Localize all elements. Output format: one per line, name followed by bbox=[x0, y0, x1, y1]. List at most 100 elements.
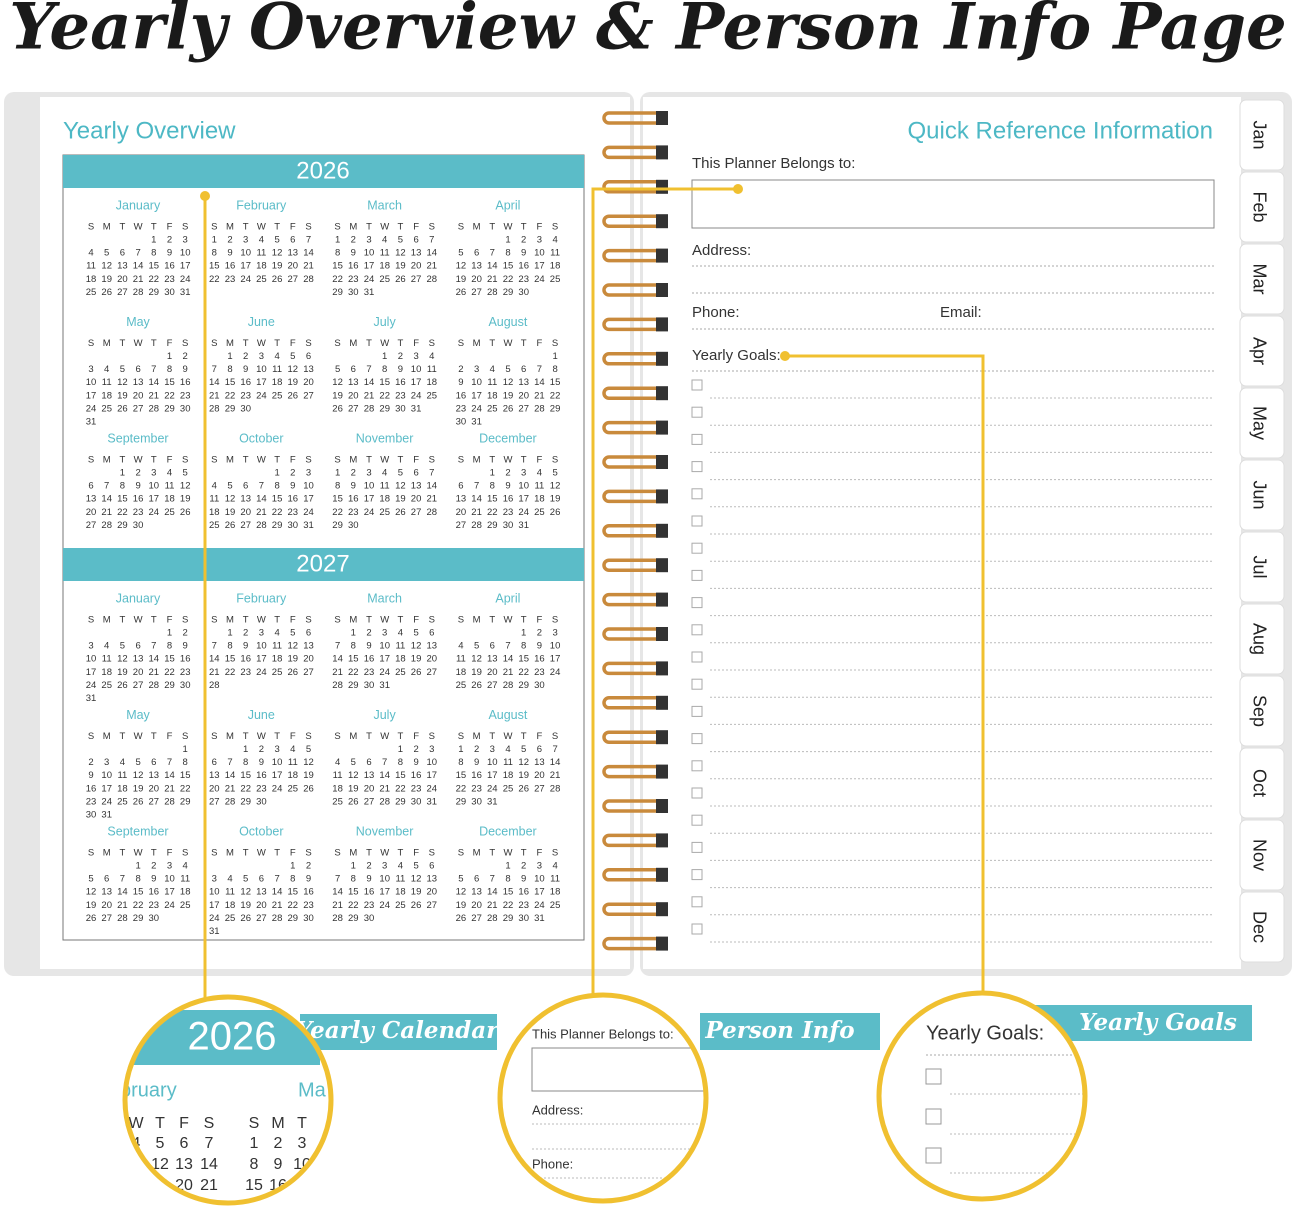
day: 13 bbox=[411, 248, 422, 259]
checkbox bbox=[691, 461, 703, 473]
day: 8 bbox=[505, 248, 510, 259]
day: 16 bbox=[240, 654, 251, 665]
day: 12 bbox=[332, 377, 343, 388]
day: 12 bbox=[303, 757, 314, 768]
tab-label: Sep bbox=[1249, 695, 1269, 727]
day: 27 bbox=[427, 900, 438, 911]
zoom-day: 18 bbox=[127, 1177, 145, 1194]
weekday: T bbox=[274, 222, 280, 233]
spiral-hole bbox=[656, 936, 668, 951]
day: 4 bbox=[429, 351, 434, 362]
day: 3 bbox=[366, 235, 371, 246]
day: 4 bbox=[398, 628, 403, 639]
day: 10 bbox=[86, 654, 97, 665]
day: 24 bbox=[487, 783, 498, 794]
day: 20 bbox=[487, 667, 498, 678]
day: 29 bbox=[348, 913, 359, 924]
day: 7 bbox=[167, 757, 172, 768]
day: 16 bbox=[164, 261, 175, 272]
month-name: August bbox=[488, 708, 527, 722]
day: 26 bbox=[225, 520, 236, 531]
day: 11 bbox=[102, 377, 112, 388]
day: 25 bbox=[456, 680, 467, 691]
weekday: W bbox=[257, 848, 266, 859]
day: 29 bbox=[225, 403, 236, 414]
day: 14 bbox=[225, 770, 236, 781]
day: 23 bbox=[240, 667, 251, 678]
day: 15 bbox=[240, 770, 251, 781]
day: 6 bbox=[104, 874, 109, 885]
day: 25 bbox=[379, 507, 390, 518]
day: 19 bbox=[395, 494, 406, 505]
day: 27 bbox=[518, 403, 529, 414]
day: 18 bbox=[101, 390, 112, 401]
weekday: F bbox=[167, 455, 173, 466]
day: 2 bbox=[167, 235, 172, 246]
month-name: March bbox=[367, 198, 402, 212]
day: 14 bbox=[332, 887, 343, 898]
day: 13 bbox=[518, 377, 529, 388]
day: 11 bbox=[272, 364, 282, 375]
day: 9 bbox=[135, 481, 140, 492]
day: 3 bbox=[259, 628, 264, 639]
day: 4 bbox=[104, 364, 109, 375]
day: 6 bbox=[151, 757, 156, 768]
day: 28 bbox=[503, 680, 514, 691]
goals-label: Yearly Goals: bbox=[692, 347, 781, 364]
day: 9 bbox=[398, 364, 403, 375]
day: 9 bbox=[290, 481, 295, 492]
day: 29 bbox=[288, 913, 299, 924]
day: 28 bbox=[332, 680, 343, 691]
day: 6 bbox=[413, 235, 418, 246]
day: 28 bbox=[471, 520, 482, 531]
weekday: F bbox=[290, 222, 296, 233]
day: 5 bbox=[413, 628, 418, 639]
day: 29 bbox=[272, 520, 283, 531]
day: 2 bbox=[398, 351, 403, 362]
day: 2 bbox=[521, 861, 526, 872]
weekday: S bbox=[88, 615, 94, 626]
day: 9 bbox=[505, 481, 510, 492]
day: 1 bbox=[227, 628, 232, 639]
day: 5 bbox=[458, 248, 463, 259]
month-name: February bbox=[236, 591, 287, 605]
weekday: T bbox=[397, 848, 403, 859]
day: 28 bbox=[332, 913, 343, 924]
day: 27 bbox=[534, 783, 545, 794]
day: 21 bbox=[149, 667, 160, 678]
weekday: S bbox=[458, 222, 464, 233]
day: 24 bbox=[209, 913, 220, 924]
weekday: T bbox=[119, 222, 125, 233]
day: 8 bbox=[274, 481, 279, 492]
weekday: S bbox=[88, 731, 94, 742]
day: 4 bbox=[167, 468, 172, 479]
day: 19 bbox=[395, 261, 406, 272]
day: 13 bbox=[209, 770, 220, 781]
day: 17 bbox=[86, 667, 97, 678]
day: 11 bbox=[180, 874, 190, 885]
day: 20 bbox=[149, 783, 160, 794]
day: 6 bbox=[351, 364, 356, 375]
day: 29 bbox=[550, 403, 561, 414]
day: 17 bbox=[364, 261, 375, 272]
day: 22 bbox=[117, 507, 128, 518]
day: 3 bbox=[88, 364, 93, 375]
day: 27 bbox=[133, 680, 144, 691]
day: 8 bbox=[167, 641, 172, 652]
day: 23 bbox=[518, 900, 529, 911]
day: 14 bbox=[364, 377, 375, 388]
day: 22 bbox=[180, 783, 191, 794]
spiral-hole bbox=[656, 695, 668, 710]
tab-label: Jan bbox=[1249, 120, 1269, 149]
day: 24 bbox=[364, 507, 375, 518]
weekday: M bbox=[473, 615, 481, 626]
day: 29 bbox=[164, 680, 175, 691]
day: 5 bbox=[351, 757, 356, 768]
day: 10 bbox=[487, 757, 498, 768]
day: 25 bbox=[395, 900, 406, 911]
zoom-weekday: S bbox=[204, 1115, 215, 1132]
spiral-hole bbox=[656, 386, 668, 401]
day: 3 bbox=[306, 468, 311, 479]
day: 7 bbox=[151, 641, 156, 652]
month-tab bbox=[1239, 747, 1285, 819]
